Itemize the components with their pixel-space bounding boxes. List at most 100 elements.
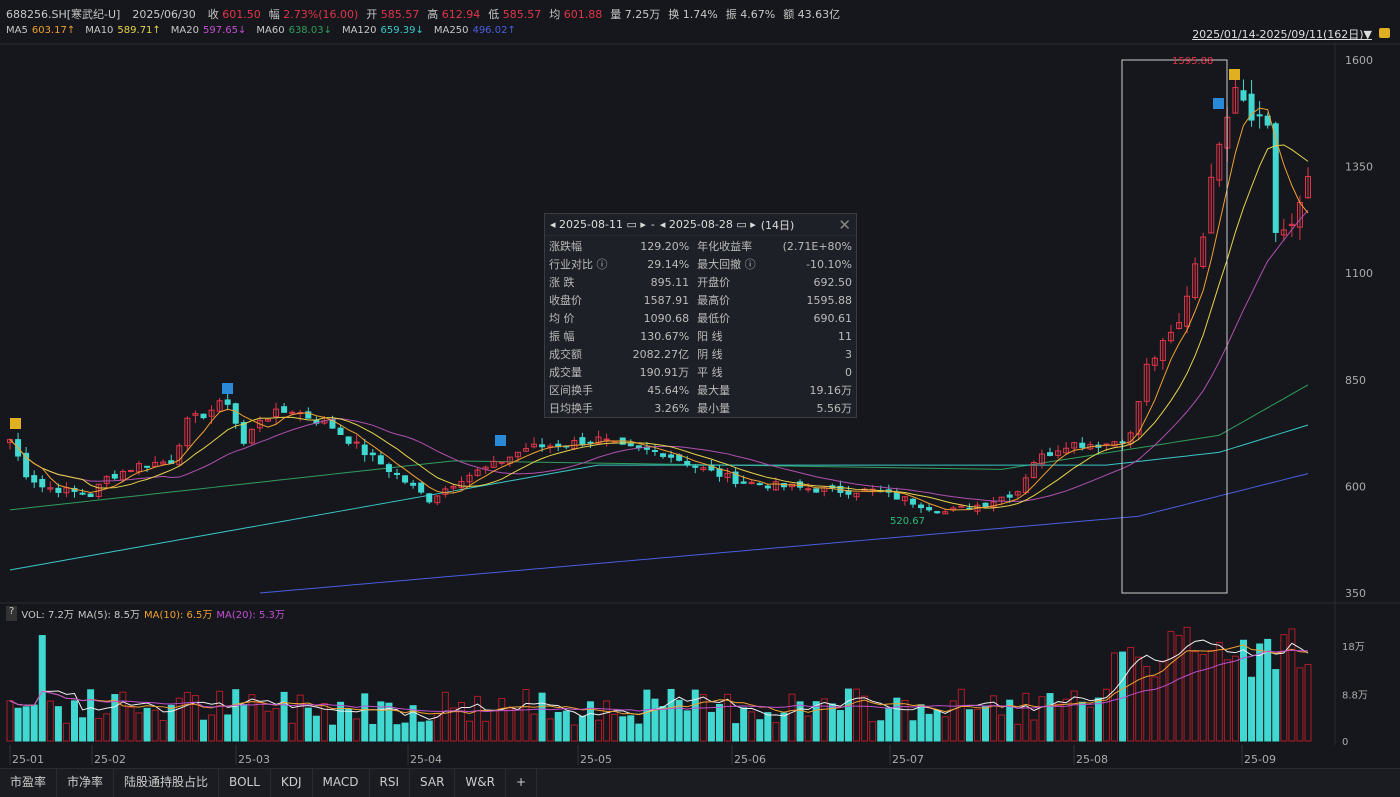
tab-8[interactable]: W&R	[455, 769, 506, 797]
volume-bar	[1046, 693, 1054, 742]
tab-0[interactable]: 市盈率	[0, 769, 58, 797]
high-label: 1595.88	[1172, 56, 1213, 67]
month-label: 25-01	[12, 753, 44, 766]
candle	[1216, 142, 1223, 187]
quote-field: 换 1.74%	[668, 8, 718, 21]
date-range-selector[interactable]: 2025/01/14-2025/09/11(162日)▼	[1192, 28, 1372, 41]
volume-bar	[304, 707, 312, 742]
volume-bar	[957, 688, 965, 742]
volume-bar	[699, 694, 707, 742]
tab-7[interactable]: SAR	[410, 769, 456, 797]
volume-bar	[393, 724, 401, 742]
vol-tick: 0	[1342, 737, 1348, 748]
volume-bar	[506, 708, 514, 742]
candle	[531, 437, 538, 449]
candle	[1264, 112, 1271, 129]
volume-bar	[578, 715, 586, 742]
tab-2[interactable]: 陆股通持股占比	[114, 769, 220, 797]
event-marker-icon[interactable]	[495, 435, 506, 446]
volume-bar	[1240, 639, 1248, 742]
volume-bar	[361, 693, 369, 742]
help-icon[interactable]: ?	[6, 606, 18, 621]
volume-bar	[377, 701, 385, 742]
volume-bar	[788, 693, 796, 742]
event-marker-icon[interactable]	[10, 418, 21, 429]
volume-bar	[103, 713, 111, 742]
candle	[595, 430, 602, 444]
volume-bar	[256, 702, 264, 742]
volume-bar	[498, 697, 506, 742]
vol-ma5: MA(5): 8.5万	[77, 610, 140, 621]
volume-bar	[111, 694, 119, 742]
candle	[716, 465, 723, 482]
volume-bar	[409, 705, 417, 742]
ma-value: 496.02↑	[472, 25, 516, 36]
candle	[442, 485, 449, 498]
volume-bar	[861, 695, 869, 742]
volume-bar	[62, 722, 70, 742]
candle	[1030, 460, 1037, 479]
volume-bar	[982, 705, 990, 742]
tab-9[interactable]: +	[506, 769, 538, 797]
volume-bar	[522, 689, 530, 742]
volume-bar	[1135, 656, 1143, 742]
volume-bar	[135, 712, 143, 742]
candle	[216, 398, 223, 413]
candle	[313, 416, 320, 426]
volume-bar	[320, 703, 328, 742]
tab-1[interactable]: 市净率	[57, 769, 115, 797]
volume-bar	[732, 723, 740, 742]
volume-bar	[208, 714, 216, 742]
quote-field: 开 585.57	[366, 8, 420, 21]
volume-bar	[514, 708, 522, 742]
volume-bar	[22, 706, 30, 742]
close-icon[interactable]: ✕	[838, 215, 851, 234]
volume-bar	[490, 710, 498, 742]
volume-bar	[127, 706, 135, 742]
candle	[361, 438, 368, 462]
volume-bar	[175, 697, 183, 742]
ma-value: 638.03↓	[288, 25, 332, 36]
tab-4[interactable]: KDJ	[271, 769, 313, 797]
y-tick: 1600	[1345, 54, 1373, 67]
volume-bar	[973, 708, 981, 742]
event-marker-icon[interactable]	[1213, 98, 1224, 109]
event-marker-icon[interactable]	[222, 383, 233, 394]
volume-bar	[619, 716, 627, 742]
ma-label: MA120	[341, 25, 377, 36]
event-marker-icon[interactable]	[1229, 69, 1240, 80]
volume-bar	[538, 692, 546, 742]
month-label: 25-06	[734, 753, 766, 766]
start-date-picker[interactable]: ◂ 2025-08-11 ▭ ▸	[550, 218, 646, 231]
tab-5[interactable]: MACD	[313, 769, 370, 797]
tab-6[interactable]: RSI	[370, 769, 411, 797]
candle	[466, 472, 473, 488]
volume-bar	[586, 701, 594, 742]
volume-bar	[54, 706, 62, 742]
stat-row: 收盘价 1587.91 最高价 1595.88	[549, 293, 852, 308]
volume-bar	[296, 694, 304, 742]
ma-value: 589.71↑	[117, 25, 161, 36]
quote-field: 振 4.67%	[725, 8, 776, 21]
volume-bar	[466, 720, 474, 742]
candle	[837, 480, 844, 497]
volume-bar	[667, 688, 675, 742]
volume-bar	[1078, 701, 1086, 742]
volume-bar	[38, 635, 46, 742]
volume-bar	[369, 723, 377, 742]
candle	[555, 439, 562, 452]
volume-bar	[143, 707, 151, 742]
candle	[1248, 79, 1255, 127]
candle	[1071, 441, 1078, 454]
end-date-picker[interactable]: ◂ 2025-08-28 ▭ ▸	[659, 218, 756, 231]
tab-3[interactable]: BOLL	[219, 769, 271, 797]
ma-label: MA5	[6, 25, 28, 36]
candle	[1184, 286, 1191, 334]
volume-bar	[707, 711, 715, 742]
lock-icon[interactable]	[1379, 28, 1390, 38]
month-label: 25-09	[1244, 753, 1276, 766]
candle	[31, 470, 38, 488]
ma-label: MA60	[256, 25, 285, 36]
vol-ma10: MA(10): 6.5万	[143, 610, 213, 621]
